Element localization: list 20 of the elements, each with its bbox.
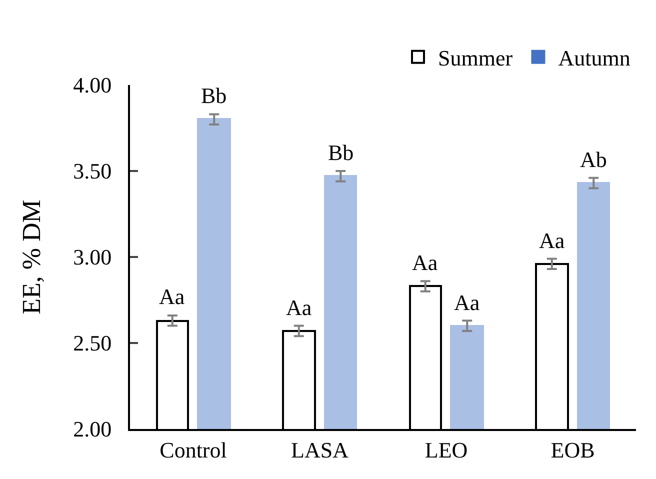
legend-label: Summer — [438, 46, 514, 70]
legend-label: Autumn — [558, 46, 630, 70]
data-label: Aa — [159, 284, 185, 309]
y-tick-label: 3.00 — [73, 244, 112, 270]
data-label: Aa — [539, 228, 565, 253]
data-label: Ab — [580, 147, 607, 172]
y-tick-label: 2.00 — [73, 416, 112, 442]
x-tick-label: LEO — [424, 437, 468, 462]
x-tick-label: EOB — [550, 437, 595, 462]
data-label: Aa — [454, 290, 480, 315]
x-tick-label: LASA — [291, 437, 349, 462]
y-tick-label: 2.50 — [73, 330, 112, 356]
data-label: Bb — [201, 83, 227, 108]
data-label: Aa — [412, 250, 438, 275]
y-axis-title: EE, % DM — [17, 200, 46, 314]
x-tick-label: Control — [160, 437, 227, 462]
data-label: Bb — [328, 140, 354, 165]
y-tick-label: 4.00 — [73, 72, 112, 98]
y-tick-label: 3.50 — [73, 158, 112, 184]
data-label: Aa — [286, 295, 312, 320]
